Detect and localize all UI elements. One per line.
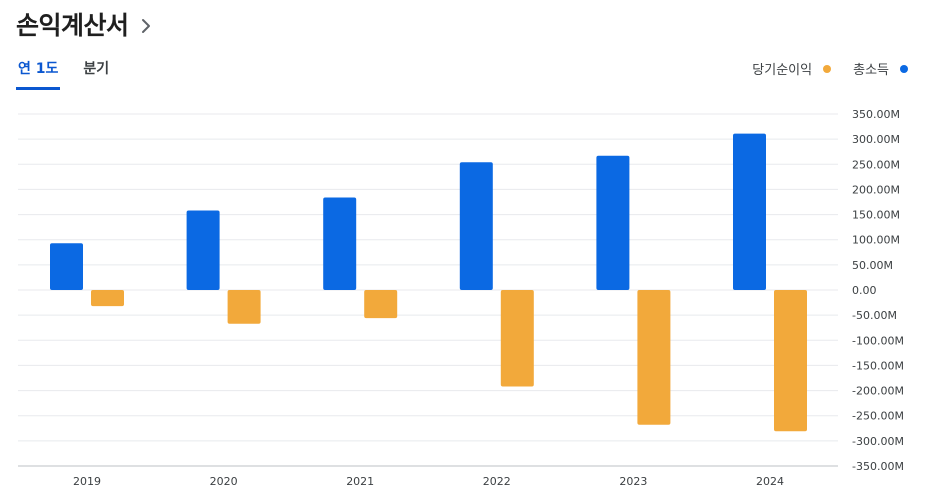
y-tick-label: -150.00M — [852, 359, 904, 372]
bar-total-revenue — [733, 133, 766, 290]
legend-dot-net-income-icon — [823, 64, 832, 73]
y-tick-label: -100.00M — [852, 334, 904, 347]
bar-net-income — [500, 290, 534, 387]
legend-dot-total-revenue-icon — [900, 64, 908, 73]
y-tick-label: -350.00M — [852, 460, 904, 473]
y-tick-label: -50.00M — [852, 309, 897, 322]
y-tick-label: 350.00M — [852, 108, 900, 121]
bar-total-revenue — [186, 210, 220, 290]
y-tick-label: 250.00M — [852, 158, 900, 171]
legend-label-net-income: 당기순이익 — [752, 63, 813, 78]
x-tick-label: 2021 — [346, 475, 374, 488]
y-tick-label: -200.00M — [852, 385, 904, 398]
legend-item-net-income: 당기순이익 — [752, 59, 832, 78]
bar-net-income — [227, 290, 261, 324]
y-tick-label: 50.00M — [852, 259, 893, 272]
x-tick-label: 2020 — [210, 475, 238, 488]
bar-net-income — [364, 290, 398, 319]
x-tick-label: 2023 — [619, 475, 647, 488]
chart-legend: 당기순이익 총소득 — [752, 59, 908, 78]
bar-total-revenue — [596, 155, 630, 290]
bar-net-income — [774, 290, 807, 432]
tab-annual[interactable]: 연 1도 — [16, 58, 61, 90]
y-tick-label: 100.00M — [852, 234, 900, 247]
y-tick-label: 150.00M — [852, 209, 900, 222]
x-tick-label: 2022 — [483, 475, 511, 488]
bar-net-income — [91, 290, 124, 307]
tab-quarterly[interactable]: 분기 — [83, 61, 110, 77]
period-tabs: 연 1도 분기 — [16, 58, 132, 90]
section-title[interactable]: 손익계산서 — [16, 11, 129, 40]
bar-total-revenue — [459, 162, 493, 290]
y-tick-label: -250.00M — [852, 410, 904, 423]
y-tick-label: -300.00M — [852, 435, 904, 448]
bar-total-revenue — [50, 243, 83, 290]
legend-item-total-revenue: 총소득 — [853, 59, 908, 78]
bar-net-income — [637, 290, 671, 425]
y-tick-label: 200.00M — [852, 183, 900, 196]
x-tick-label: 2024 — [756, 475, 784, 488]
bar-total-revenue — [323, 197, 357, 290]
chevron-right-icon[interactable] — [139, 17, 153, 35]
x-tick-label: 2019 — [73, 475, 101, 488]
legend-label-total-revenue: 총소득 — [853, 63, 889, 78]
y-tick-label: 0.00 — [852, 284, 877, 297]
y-tick-label: 300.00M — [852, 133, 900, 146]
section-header: 손익계산서 — [16, 6, 153, 42]
